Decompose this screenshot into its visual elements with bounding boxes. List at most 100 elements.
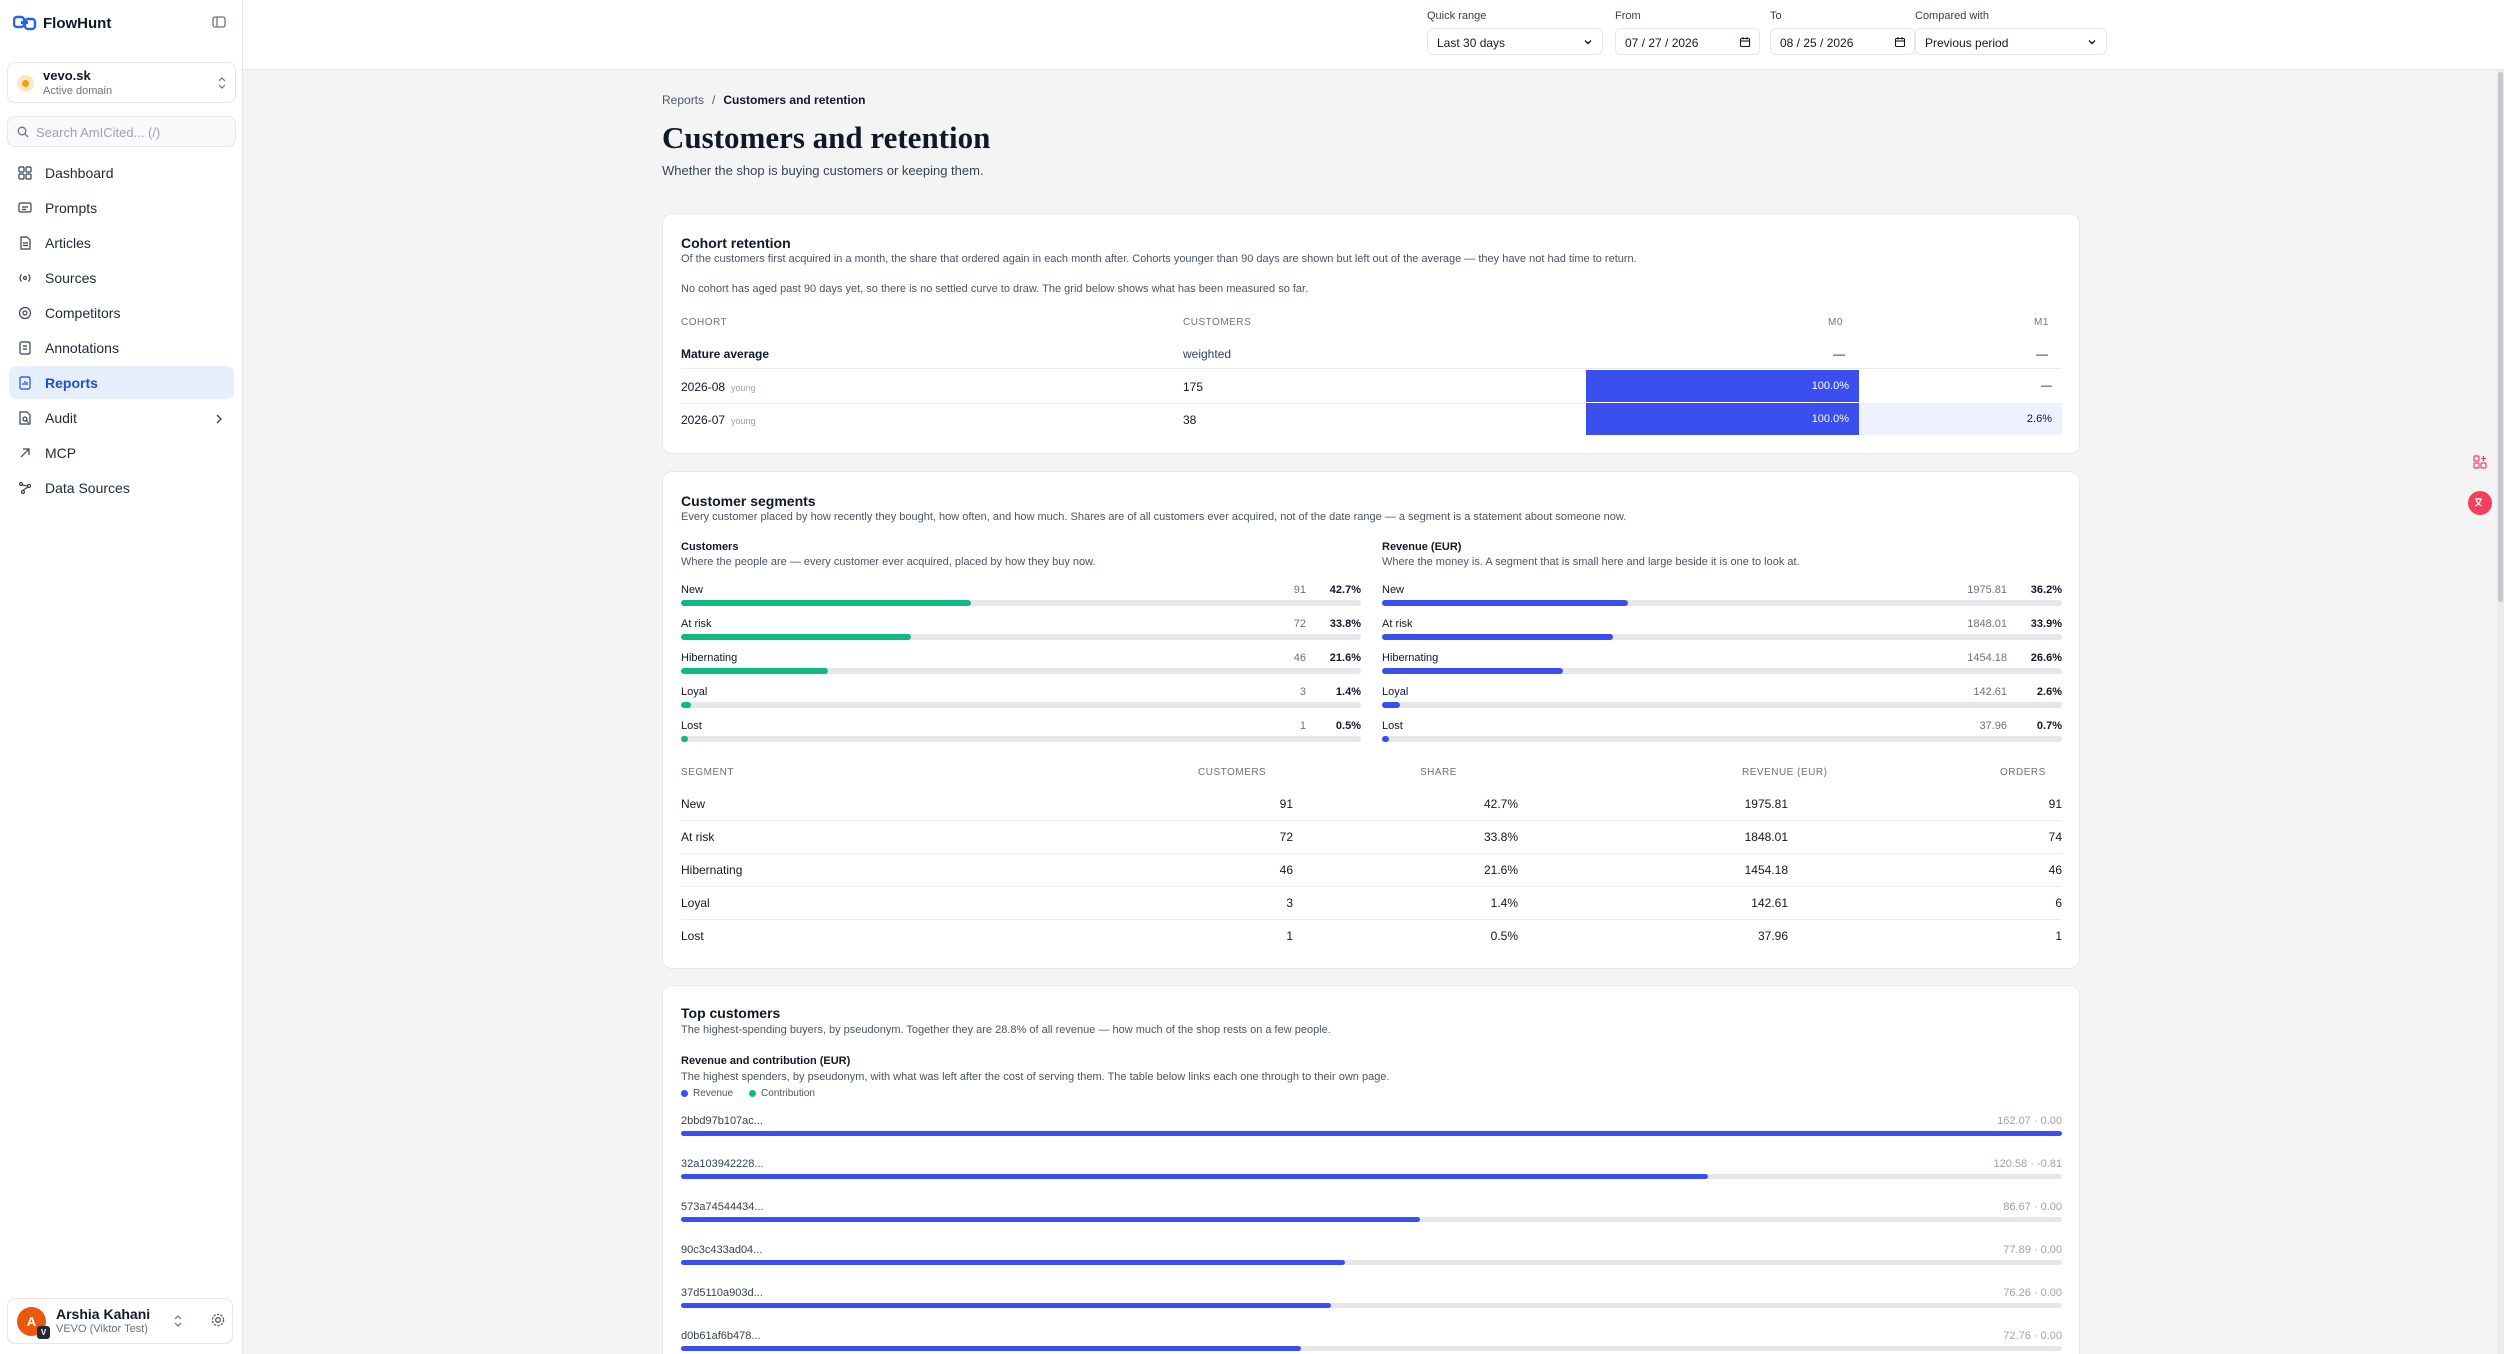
scrollbar-thumb[interactable]: [2498, 72, 2503, 602]
revenue-chart-title: Revenue and contribution (EUR): [681, 1055, 851, 1067]
audit-icon: [17, 410, 33, 426]
page-subtitle: Whether the shop is buying customers or …: [662, 163, 984, 178]
to-date-input[interactable]: 08 / 25 / 2026: [1770, 28, 1915, 55]
scrollbar-track[interactable]: [2497, 70, 2504, 1354]
user-org: VEVO (Viktor Test): [56, 1323, 148, 1335]
segment-revenue-cell: 1975.81: [1744, 797, 1788, 811]
segment-customers-cell: 46: [1279, 863, 1293, 877]
search-icon: [17, 126, 29, 138]
cohort-m1-cell: —: [2041, 380, 2052, 392]
chart-category-label[interactable]: 32a103942228...: [681, 1158, 764, 1170]
segment-share-cell: 21.6%: [1483, 863, 1518, 877]
search-input[interactable]: Search AmICited... (/): [7, 116, 236, 147]
breadcrumb-reports-link[interactable]: Reports: [662, 93, 705, 107]
revenue-segment-value: 1848.01: [1967, 618, 2007, 630]
sidebar-item-prompts[interactable]: Prompts: [9, 191, 234, 224]
customer-segment-value: 72: [1293, 618, 1306, 630]
customer-segment-label: Hibernating: [681, 652, 738, 664]
sidebar-item-data-sources[interactable]: Data Sources: [9, 471, 234, 504]
customer-segments-card: Customer segments Every customer placed …: [662, 471, 2080, 969]
cohort-header: COHORT: [681, 317, 728, 328]
chart-category-label[interactable]: 90c3c433ad04...: [681, 1244, 763, 1256]
segment-customers-cell: 72: [1279, 830, 1293, 844]
legend-revenue-swatch: [681, 1090, 688, 1097]
mature-average-m1: —: [2036, 347, 2048, 361]
customer-segment-value: 1: [1299, 720, 1306, 732]
apps-icon: [2473, 455, 2487, 469]
chart-category-label[interactable]: 2bbd97b107ac...: [681, 1115, 763, 1127]
customers-subtitle: Customers: [681, 541, 739, 553]
filter-bar: Quick range Last 30 days From 07 / 27 / …: [243, 0, 2504, 70]
collapse-sidebar-icon[interactable]: [210, 13, 228, 31]
segment-orders-cell: 74: [2048, 830, 2062, 844]
segment-revenue-cell: 142.61: [1751, 896, 1788, 910]
breadcrumb-separator: /: [712, 93, 716, 107]
quick-range-select[interactable]: Last 30 days: [1427, 28, 1603, 55]
widget-button[interactable]: [2468, 450, 2492, 474]
chart-value-label: 162.07 · 0.00: [1997, 1115, 2062, 1127]
sidebar-item-dashboard[interactable]: Dashboard: [9, 156, 234, 189]
revenue-segment-fill: [1382, 600, 1629, 606]
domain-switcher[interactable]: vevo.sk Active domain: [7, 62, 236, 103]
revenue-bar: [681, 1131, 2062, 1136]
translate-button[interactable]: [2468, 491, 2492, 515]
customer-segment-value: 46: [1293, 652, 1306, 664]
customer-segment-fill: [681, 736, 688, 742]
chart-bar-track: [681, 1174, 2062, 1179]
legend-revenue: Revenue: [693, 1088, 734, 1099]
sidebar-item-audit[interactable]: Audit: [9, 401, 234, 434]
sidebar-item-annotations[interactable]: Annotations: [9, 331, 234, 364]
sidebar-item-label: Annotations: [45, 340, 119, 356]
settings-button[interactable]: [207, 1306, 229, 1334]
chevron-up-down-icon: [218, 77, 226, 89]
sidebar-item-label: Competitors: [45, 305, 121, 321]
to-date-value: 08 / 25 / 2026: [1780, 36, 1854, 50]
dashboard-icon: [17, 165, 33, 181]
revenue-segment-label: New: [1382, 584, 1405, 596]
cohort-month: 2026-07: [681, 413, 726, 427]
seg-share-header: SHARE: [1420, 767, 1457, 778]
chart-category-label[interactable]: 37d5110a903d...: [681, 1287, 763, 1299]
revenue-bar: [681, 1303, 1331, 1308]
user-menu[interactable]: A V Arshia Kahani VEVO (Viktor Test): [7, 1298, 233, 1344]
brand[interactable]: FlowHunt: [13, 12, 111, 34]
cohort-month: 2026-08: [681, 380, 726, 394]
cohort-m0-cell: 100.0%: [1586, 370, 1859, 402]
seg-revenue-header: REVENUE (EUR): [1742, 767, 1828, 778]
app-name: FlowHunt: [43, 14, 112, 32]
segment-header: SEGMENT: [681, 767, 734, 778]
segment-orders-cell: 91: [2048, 797, 2062, 811]
chart-value-label: 76.26 · 0.00: [2003, 1287, 2062, 1299]
articles-icon: [17, 235, 33, 251]
cohort-label: 2026-07 young: [681, 413, 756, 427]
compared-with-select[interactable]: Previous period: [1915, 28, 2107, 55]
chart-category-label[interactable]: d0b61af6b478...: [681, 1330, 761, 1342]
sidebar-item-reports[interactable]: Reports: [9, 366, 234, 399]
annotations-icon: [17, 340, 33, 356]
sidebar-item-mcp[interactable]: MCP: [9, 436, 234, 469]
from-date-input[interactable]: 07 / 27 / 2026: [1615, 28, 1760, 55]
segment-segment-cell: Hibernating: [681, 863, 743, 877]
calendar-icon[interactable]: [1739, 36, 1751, 48]
cohort-customers: 38: [1183, 413, 1197, 427]
row-divider: [681, 886, 2062, 887]
segment-orders-cell: 6: [2055, 896, 2062, 910]
segment-segment-cell: Loyal: [681, 896, 710, 910]
cohort-m0-cell: 100.0%: [1586, 403, 1859, 435]
chart-category-label[interactable]: 573a74544434...: [681, 1201, 764, 1213]
calendar-icon[interactable]: [1894, 36, 1906, 48]
sidebar-item-competitors[interactable]: Competitors: [9, 296, 234, 329]
sidebar-item-label: Sources: [45, 270, 97, 286]
chevron-up-down-icon: [174, 1315, 182, 1327]
sidebar-item-sources[interactable]: Sources: [9, 261, 234, 294]
sources-icon: [17, 270, 33, 286]
sidebar-item-articles[interactable]: Articles: [9, 226, 234, 259]
revenue-segment-track: [1382, 634, 2062, 640]
customer-segment-percent: 0.5%: [1335, 720, 1361, 732]
chart-value-label: 86.67 · 0.00: [2003, 1201, 2062, 1213]
breadcrumb: Reports / Customers and retention: [662, 93, 865, 107]
sidebar-item-label: Articles: [45, 235, 91, 251]
seg-orders-header: ORDERS: [2000, 767, 2046, 778]
legend-contribution: Contribution: [761, 1088, 815, 1099]
